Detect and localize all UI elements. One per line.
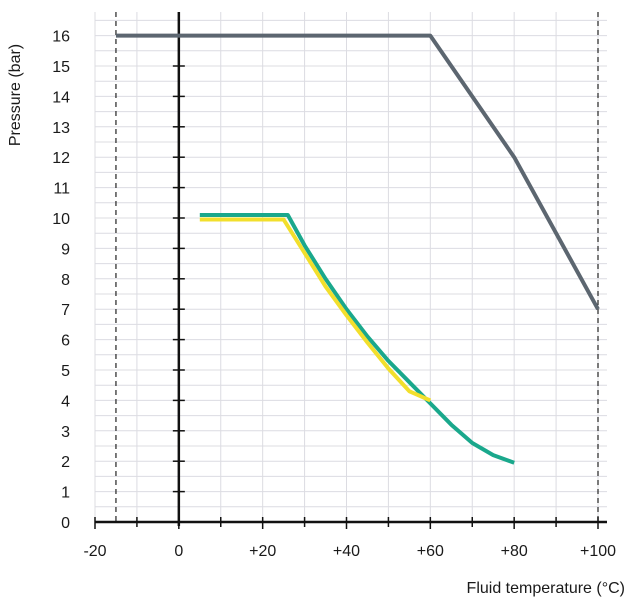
y-tick-label: 13 — [52, 120, 70, 137]
series-line — [116, 33, 600, 311]
y-tick-label: 8 — [61, 272, 70, 289]
y-tick-label: 0 — [61, 515, 70, 532]
axes — [94, 12, 607, 529]
y-tick-label: 10 — [52, 211, 70, 228]
reference-lines — [115, 12, 599, 522]
series — [116, 33, 600, 465]
y-tick-label: 5 — [61, 363, 70, 380]
y-tick-label: 16 — [52, 29, 70, 46]
x-axis-title: Fluid temperature (°C) — [467, 580, 625, 597]
x-tick-label: +80 — [501, 543, 528, 560]
y-tick-label: 2 — [61, 454, 70, 471]
y-tick-label: 7 — [61, 302, 70, 319]
y-tick-label: 3 — [61, 424, 70, 441]
series-line — [199, 217, 432, 403]
y-tick-label: 1 — [61, 485, 70, 502]
x-tick-label: +20 — [249, 543, 276, 560]
grid — [94, 12, 607, 522]
y-tick-label: 15 — [52, 59, 70, 76]
x-tick-label: -20 — [83, 543, 106, 560]
series-line — [199, 213, 515, 465]
x-tick-label: 0 — [174, 543, 183, 560]
y-tick-label: 11 — [53, 181, 70, 198]
y-axis-title: Pressure (bar) — [7, 44, 24, 146]
y-tick-label: 9 — [61, 241, 70, 258]
y-tick-label: 14 — [52, 89, 70, 106]
x-tick-label: +40 — [333, 543, 360, 560]
x-tick-label: +100 — [580, 543, 616, 560]
y-tick-label: 6 — [61, 333, 70, 350]
y-tick-label: 12 — [52, 150, 70, 167]
x-tick-label: +60 — [417, 543, 444, 560]
y-tick-label: 4 — [61, 393, 70, 410]
